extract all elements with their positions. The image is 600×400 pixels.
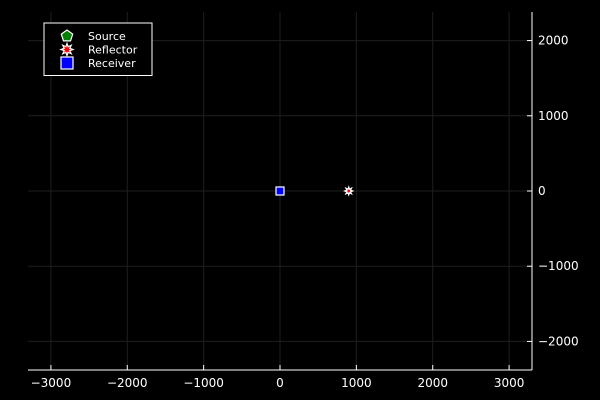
source-legend-marker — [60, 29, 74, 42]
y-tick-label: 0 — [538, 184, 546, 198]
y-tick-label: −2000 — [538, 334, 579, 348]
legend-label-receiver: Receiver — [88, 57, 136, 70]
x-tick-label: −2000 — [107, 376, 148, 390]
y-tick-label: 2000 — [538, 34, 569, 48]
legend-label-source: Source — [88, 30, 126, 43]
x-tick-label: 2000 — [417, 376, 448, 390]
receiver-legend-marker — [60, 56, 74, 70]
axes — [28, 12, 533, 371]
x-tick-label: 0 — [276, 376, 284, 390]
x-tick-label: −3000 — [31, 376, 72, 390]
y-tick-label: −1000 — [538, 259, 579, 273]
x-tick-label: −1000 — [183, 376, 224, 390]
data-points — [275, 185, 355, 197]
y-tick-label: 1000 — [538, 109, 569, 123]
x-tick-label: 1000 — [341, 376, 372, 390]
x-tick-label: 3000 — [494, 376, 525, 390]
tick-labels: −3000 −2000 −1000 0 1000 2000 3000 −2000 −1000 0 1… — [31, 34, 579, 390]
reflector-point — [342, 185, 355, 197]
legend-label-reflector: Reflector — [88, 44, 138, 57]
reflector-legend-marker — [59, 41, 75, 58]
receiver-point — [275, 186, 285, 196]
